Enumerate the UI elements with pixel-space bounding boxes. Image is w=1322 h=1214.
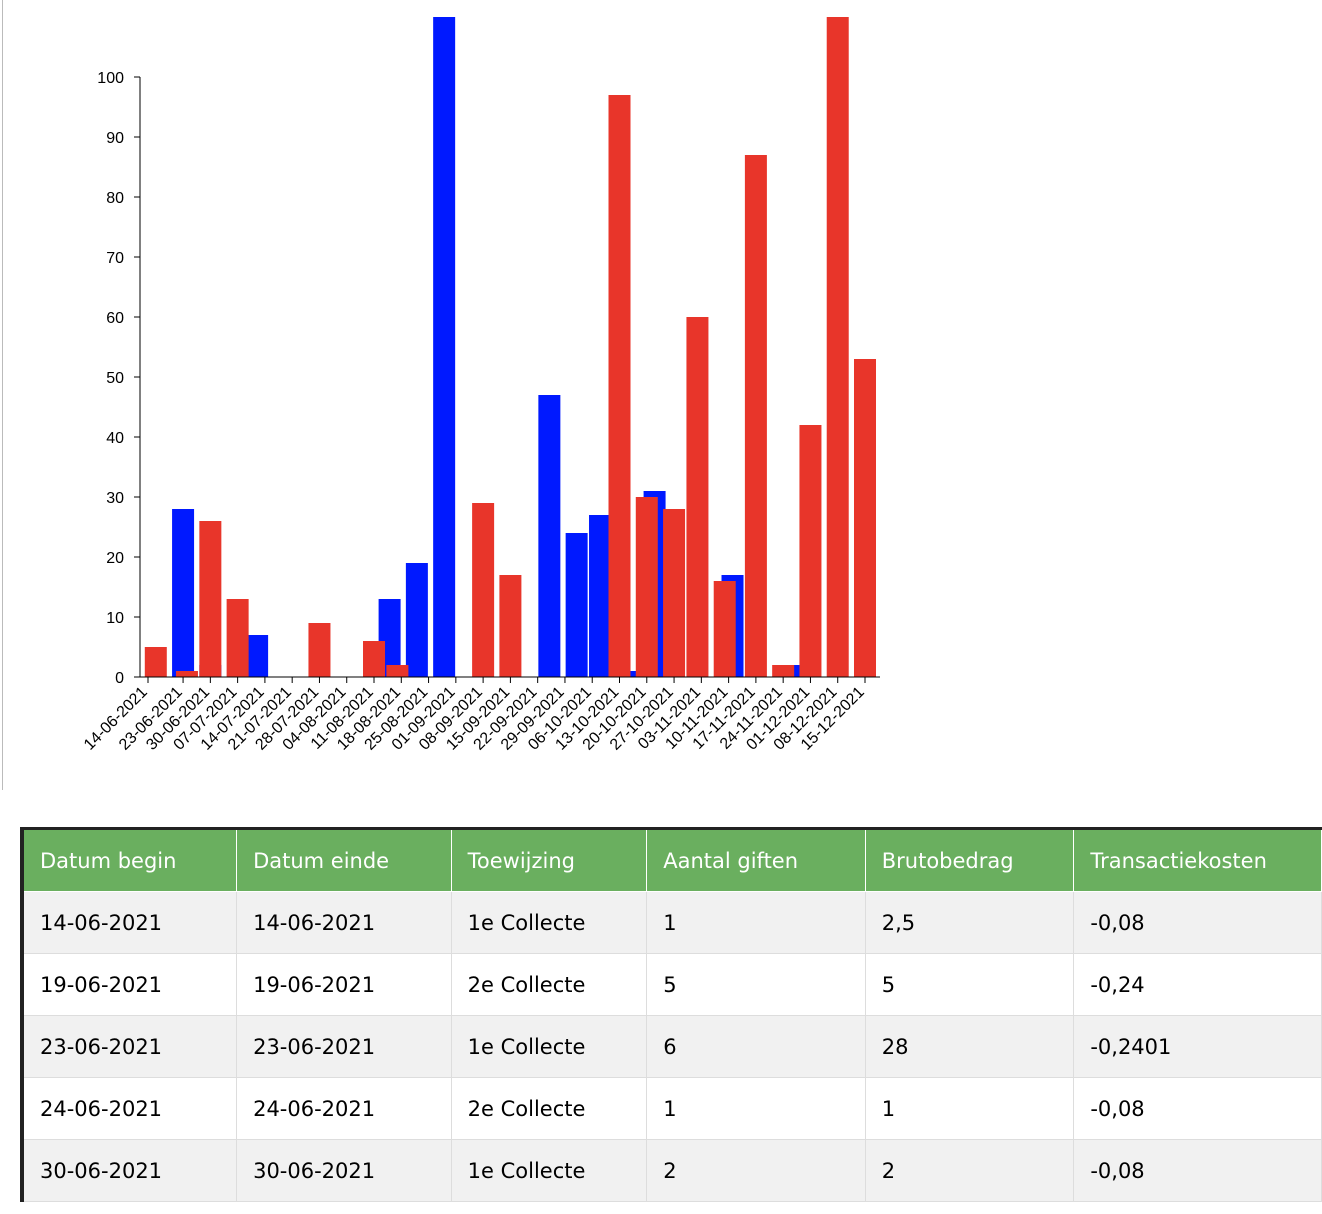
y-tick-label: 10	[106, 610, 124, 627]
table-cell: 23-06-2021	[236, 1015, 452, 1078]
y-tick-label: 80	[106, 190, 124, 207]
table-row: 23-06-2021 23-06-2021 1e Collecte 6 28 -0,240…	[21, 1015, 1322, 1078]
table-cell: -0,08	[1073, 891, 1322, 954]
bar	[246, 635, 269, 677]
bar	[589, 515, 612, 677]
frame-edge	[2, 0, 3, 790]
bar	[499, 575, 522, 677]
table-row: 24-06-2021 24-06-2021 2e Collecte 1 1 -0,08	[21, 1077, 1322, 1140]
chart: 010203040506070809010014-06-202123-06-20…	[81, 17, 880, 754]
bar	[226, 599, 249, 677]
table-cell: 1	[646, 891, 866, 954]
bar	[772, 665, 795, 677]
table-cell: 2	[646, 1139, 866, 1202]
bar	[538, 395, 561, 677]
table-cell: 2	[864, 1139, 1075, 1202]
table-cell: 1e Collecte	[450, 1139, 648, 1202]
column-header: Transactiekosten	[1073, 828, 1322, 892]
bar	[172, 509, 195, 677]
bar	[686, 317, 709, 677]
table-cell: -0,08	[1073, 1139, 1322, 1202]
bar	[433, 17, 456, 677]
table-cell: 2e Collecte	[450, 1077, 648, 1140]
y-tick-label: 90	[106, 130, 124, 147]
bar	[663, 509, 686, 677]
table-cell: 14-06-2021	[236, 891, 452, 954]
table-cell: 30-06-2021	[21, 1139, 238, 1202]
table-cell: 5	[646, 953, 866, 1016]
y-tick-label: 40	[106, 430, 124, 447]
table-cell: 28	[864, 1015, 1075, 1078]
column-header: Toewijzing	[450, 828, 648, 892]
table-cell: 14-06-2021	[21, 891, 238, 954]
bar	[472, 503, 495, 677]
table-cell: 2,5	[864, 891, 1075, 954]
table-cell: 19-06-2021	[21, 953, 238, 1016]
table-cell: 30-06-2021	[236, 1139, 452, 1202]
bar	[799, 425, 822, 677]
bar	[386, 665, 409, 677]
table-cell: 1e Collecte	[450, 891, 648, 954]
column-header: Datum begin	[21, 828, 238, 892]
bar	[854, 359, 876, 677]
y-tick-label: 50	[106, 370, 124, 387]
column-header: Aantal giften	[646, 828, 866, 892]
table-cell: 5	[864, 953, 1075, 1016]
bar	[713, 581, 736, 677]
table-row: 14-06-2021 14-06-2021 1e Collecte 1 2,5 -0,08	[21, 891, 1322, 954]
bar	[405, 563, 428, 677]
table-cell: -0,08	[1073, 1077, 1322, 1140]
bar	[308, 623, 331, 677]
table-cell: 1	[646, 1077, 866, 1140]
table-row: 19-06-2021 19-06-2021 2e Collecte 5 5 -0,24	[21, 953, 1322, 1016]
bar	[144, 647, 167, 677]
header-row: Datum begin Datum einde Toewijzing Aantal g…	[21, 828, 1322, 892]
bar	[175, 671, 198, 677]
y-tick-label: 100	[97, 70, 124, 87]
table-row: 30-06-2021 30-06-2021 1e Collecte 2 2 -0,08	[21, 1139, 1322, 1202]
table-cell: 6	[646, 1015, 866, 1078]
table-cell: 1e Collecte	[450, 1015, 648, 1078]
y-tick-label: 60	[106, 310, 124, 327]
table-body: 14-06-2021 14-06-2021 1e Collecte 1 2,5 -0,08…	[21, 891, 1322, 1202]
bar	[635, 497, 658, 677]
data-table: Datum begin Datum einde Toewijzing Aantal g…	[20, 827, 1322, 1202]
column-header: Brutobedrag	[864, 828, 1075, 892]
bar	[199, 521, 222, 677]
bar	[565, 533, 588, 677]
table-cell: -0,2401	[1073, 1015, 1322, 1078]
y-tick-label: 70	[106, 250, 124, 267]
bar	[608, 95, 631, 677]
bar	[826, 17, 849, 677]
bar	[744, 155, 767, 677]
table-cell: 2e Collecte	[450, 953, 648, 1016]
y-tick-label: 20	[106, 550, 124, 567]
bar	[363, 641, 386, 677]
table-cell: 24-06-2021	[21, 1077, 238, 1140]
y-tick-label: 0	[115, 670, 124, 687]
column-header: Datum einde	[236, 828, 452, 892]
table-cell: 1	[864, 1077, 1075, 1140]
y-tick-label: 30	[106, 490, 124, 507]
table-cell: 23-06-2021	[21, 1015, 238, 1078]
table-cell: 19-06-2021	[236, 953, 452, 1016]
table-cell: 24-06-2021	[236, 1077, 452, 1140]
table-cell: -0,24	[1073, 953, 1322, 1016]
